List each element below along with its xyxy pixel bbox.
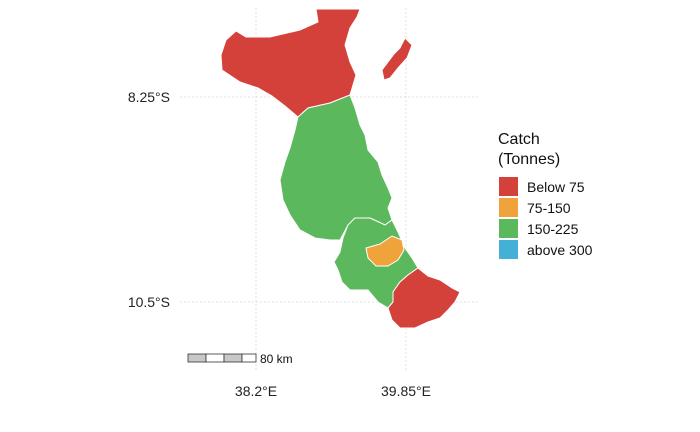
map-regions — [220, 8, 461, 329]
legend-label-below-75: Below 75 — [527, 179, 585, 195]
scale-bar: 80 km — [187, 352, 293, 366]
legend-title-line-2: (Tonnes) — [498, 151, 560, 168]
region-northern-island-red[interactable] — [381, 37, 413, 81]
region-central-district-green[interactable] — [279, 94, 393, 241]
region-southern-district-red[interactable] — [387, 267, 461, 329]
legend-label-75-150: 75-150 — [527, 200, 571, 216]
legend-label-150-225: 150-225 — [527, 221, 579, 237]
lat-label-8-25: 8.25°S — [128, 89, 170, 105]
legend-label-above-300: above 300 — [527, 242, 593, 258]
scale-segment-3 — [223, 353, 243, 363]
legend-title-line-1: Catch — [498, 131, 540, 148]
scale-segment-1 — [187, 353, 207, 363]
scale-segment-4 — [241, 353, 257, 363]
legend-swatch-150-225 — [499, 219, 518, 238]
scale-bar-label: 80 km — [260, 352, 293, 366]
region-northern-district-red[interactable] — [220, 8, 361, 118]
lon-label-38-2: 38.2°E — [235, 383, 277, 399]
legend-swatch-75-150 — [499, 198, 518, 217]
legend-swatch-below-75 — [499, 177, 518, 196]
region-inner-district-orange[interactable] — [365, 235, 405, 267]
legend-swatch-above-300 — [499, 240, 518, 259]
lon-label-39-85: 39.85°E — [381, 383, 431, 399]
lat-label-10-5: 10.5°S — [128, 294, 170, 310]
scale-segment-2 — [205, 353, 225, 363]
legend: Catch (Tonnes) Below 75 75-150 150-225 a… — [498, 131, 593, 259]
